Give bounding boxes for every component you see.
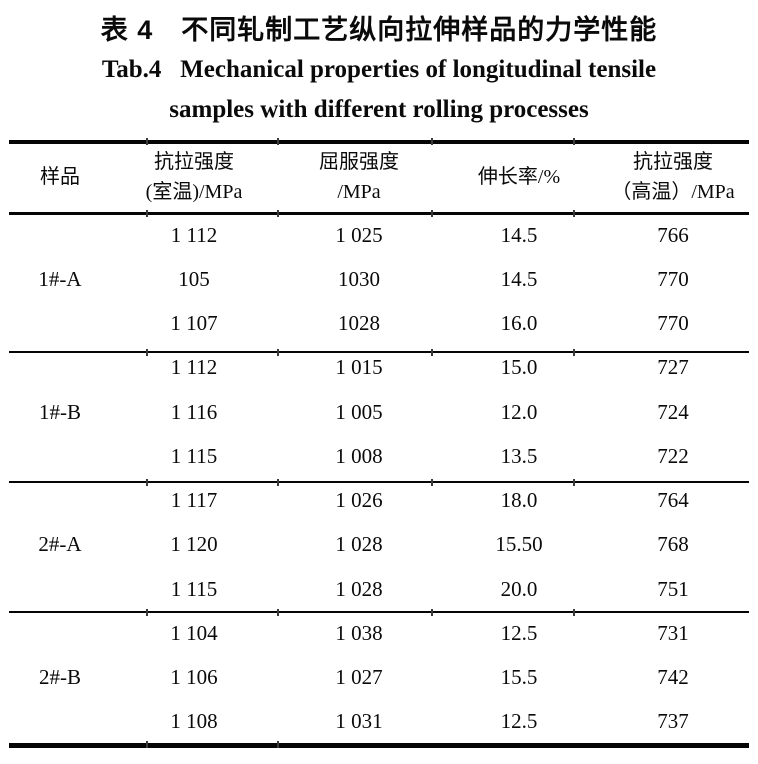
group-separator-rule <box>9 479 749 486</box>
cell-yield: 1 038 <box>335 620 383 645</box>
cell-tensile-rt: 1 115 <box>170 576 218 601</box>
column-tick <box>277 609 279 616</box>
cell-tensile-ht: 770 <box>657 266 689 291</box>
column-tick <box>573 479 575 486</box>
cell-tensile-rt: 1 107 <box>170 311 218 336</box>
cell-yield: 1030 <box>338 266 380 291</box>
header-tensile-room: 抗拉强度 (室温)/MPa <box>145 150 243 203</box>
column-tick <box>277 138 279 145</box>
cell-elongation: 13.5 <box>500 443 538 468</box>
column-tick <box>146 138 148 145</box>
cell-tensile-rt: 1 115 <box>170 443 218 468</box>
header-yield: 屈服强度 /MPa <box>319 150 399 203</box>
table-top-rule <box>9 138 749 145</box>
cell-tensile-ht: 751 <box>657 576 689 601</box>
column-tick <box>277 741 279 748</box>
cell-yield: 1 025 <box>335 222 383 247</box>
cell-yield: 1 015 <box>335 355 383 380</box>
header-tensile-high: 抗拉强度 （高温）/MPa <box>611 150 735 203</box>
data-table: 样品 抗拉强度 (室温)/MPa 屈服强度 /MPa 伸长率/% 抗拉强度 （高… <box>9 138 749 748</box>
sample-label: 1#-B <box>39 399 81 424</box>
cell-tensile-ht: 742 <box>657 665 689 690</box>
table-header-rule <box>9 210 749 217</box>
cell-yield: 1 027 <box>335 665 383 690</box>
cell-tensile-rt: 1 116 <box>170 399 218 424</box>
table-title-english-line1: Tab.4 Mechanical properties of longitudi… <box>101 56 657 83</box>
column-tick <box>573 210 575 217</box>
sample-label: 2#-B <box>39 665 81 690</box>
column-tick <box>146 609 148 616</box>
cell-yield: 1 026 <box>335 488 383 513</box>
cell-elongation: 16.0 <box>500 311 538 336</box>
cell-tensile-ht: 770 <box>657 311 689 336</box>
cell-yield: 1028 <box>338 311 380 336</box>
cell-tensile-ht: 731 <box>657 620 689 645</box>
cell-elongation: 15.0 <box>500 355 538 380</box>
cell-tensile-rt: 1 108 <box>170 709 218 734</box>
cell-tensile-ht: 766 <box>657 222 689 247</box>
cell-elongation: 18.0 <box>500 488 538 513</box>
cell-yield: 1 005 <box>335 399 383 424</box>
cell-tensile-rt: 1 106 <box>170 665 218 690</box>
cell-tensile-rt: 1 112 <box>170 355 218 380</box>
cell-yield: 1 008 <box>335 443 383 468</box>
cell-tensile-ht: 727 <box>657 355 689 380</box>
column-tick <box>146 210 148 217</box>
cell-yield: 1 031 <box>335 709 383 734</box>
column-tick <box>573 349 575 356</box>
sample-label: 2#-A <box>38 532 82 557</box>
cell-elongation: 12.5 <box>500 709 538 734</box>
header-elongation: 伸长率/% <box>477 165 561 188</box>
column-tick <box>146 349 148 356</box>
group-separator-rule <box>9 609 749 616</box>
cell-tensile-ht: 737 <box>657 709 689 734</box>
cell-tensile-rt: 1 120 <box>170 532 218 557</box>
table-title-chinese: 表 4 不同轧制工艺纵向拉伸样品的力学性能 <box>100 15 658 45</box>
column-tick <box>573 609 575 616</box>
column-tick <box>431 210 433 217</box>
column-tick <box>146 741 148 748</box>
cell-tensile-rt: 1 112 <box>170 222 218 247</box>
column-tick <box>431 609 433 616</box>
cell-tensile-ht: 722 <box>657 443 689 468</box>
column-tick <box>431 479 433 486</box>
cell-tensile-rt: 105 <box>178 266 210 291</box>
header-sample: 样品 <box>40 165 80 188</box>
column-tick <box>431 138 433 145</box>
cell-yield: 1 028 <box>335 576 383 601</box>
table-bottom-rule <box>9 741 749 748</box>
cell-elongation: 12.5 <box>500 620 538 645</box>
cell-tensile-ht: 724 <box>657 399 689 424</box>
cell-tensile-ht: 768 <box>657 532 689 557</box>
sample-label: 1#-A <box>38 266 82 291</box>
cell-elongation: 14.5 <box>500 222 538 247</box>
table-title-english-line2: samples with different rolling processes <box>169 96 589 123</box>
cell-tensile-rt: 1 117 <box>170 488 218 513</box>
column-tick <box>277 349 279 356</box>
cell-elongation: 15.50 <box>495 532 543 557</box>
cell-elongation: 14.5 <box>500 266 538 291</box>
cell-elongation: 20.0 <box>500 576 538 601</box>
table-grid: 样品 抗拉强度 (室温)/MPa 屈服强度 /MPa 伸长率/% 抗拉强度 （高… <box>9 140 749 744</box>
column-tick <box>431 349 433 356</box>
column-tick <box>277 479 279 486</box>
cell-elongation: 12.0 <box>500 399 538 424</box>
column-tick <box>277 210 279 217</box>
cell-tensile-rt: 1 104 <box>170 620 218 645</box>
cell-tensile-ht: 764 <box>657 488 689 513</box>
group-separator-rule <box>9 349 749 356</box>
column-tick <box>573 138 575 145</box>
cell-elongation: 15.5 <box>500 665 538 690</box>
cell-yield: 1 028 <box>335 532 383 557</box>
column-tick <box>146 479 148 486</box>
